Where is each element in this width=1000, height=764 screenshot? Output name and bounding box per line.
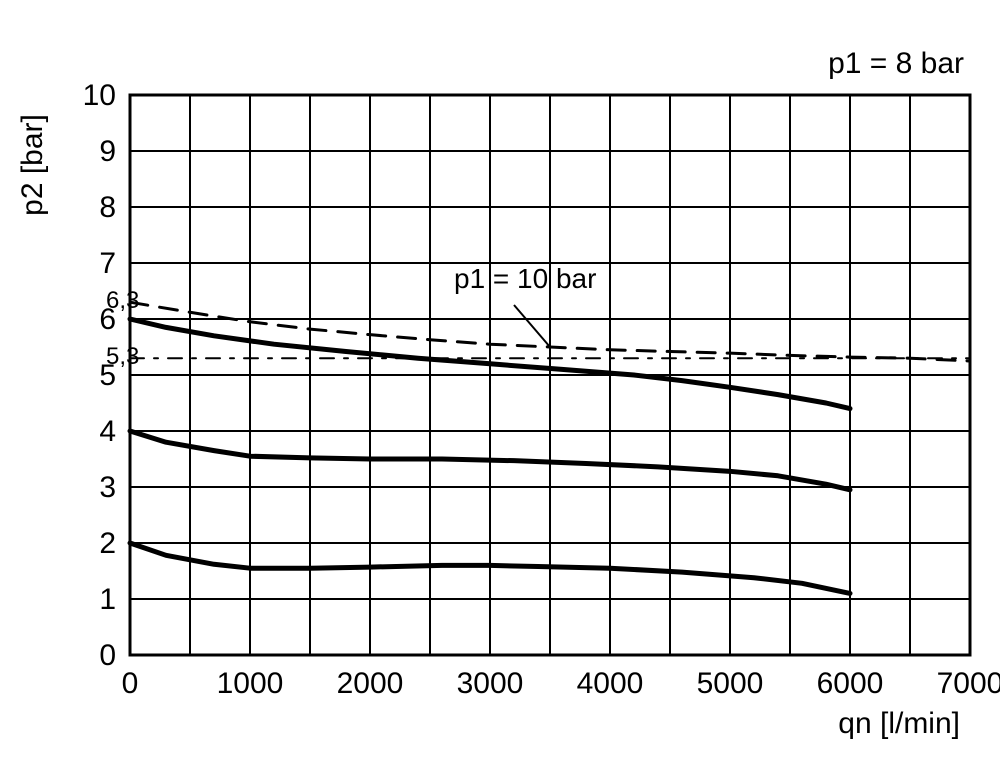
annotation-p1-8bar: p1 = 8 bar xyxy=(828,47,964,80)
y-axis-label: p2 [bar] xyxy=(16,114,49,216)
y-tick-label: 3 xyxy=(99,471,116,504)
x-tick-label: 4000 xyxy=(577,667,644,700)
flow-pressure-chart: 0100020003000400050006000700001234567891… xyxy=(0,0,1000,764)
y-tick-label: 1 xyxy=(99,583,116,616)
x-tick-label: 0 xyxy=(122,667,139,700)
x-tick-label: 1000 xyxy=(217,667,284,700)
y-tick-label: 8 xyxy=(99,191,116,224)
y-tick-label: 0 xyxy=(99,639,116,672)
y-tick-label: 9 xyxy=(99,135,116,168)
x-axis-label: qn [l/min] xyxy=(838,707,960,740)
x-tick-label: 7000 xyxy=(937,667,1000,700)
x-tick-label: 6000 xyxy=(817,667,884,700)
y-tick-label: 7 xyxy=(99,247,116,280)
x-tick-label: 3000 xyxy=(457,667,524,700)
y-tick-label: 2 xyxy=(99,527,116,560)
annotation-p1-10bar: p1 = 10 bar xyxy=(454,263,596,294)
y-tick-label: 4 xyxy=(99,415,116,448)
x-tick-label: 5000 xyxy=(697,667,764,700)
x-tick-label: 2000 xyxy=(337,667,404,700)
y-extra-label-53: 5,3 xyxy=(106,343,139,370)
y-tick-label: 10 xyxy=(83,79,116,112)
y-extra-label-63: 6,3 xyxy=(106,287,139,314)
